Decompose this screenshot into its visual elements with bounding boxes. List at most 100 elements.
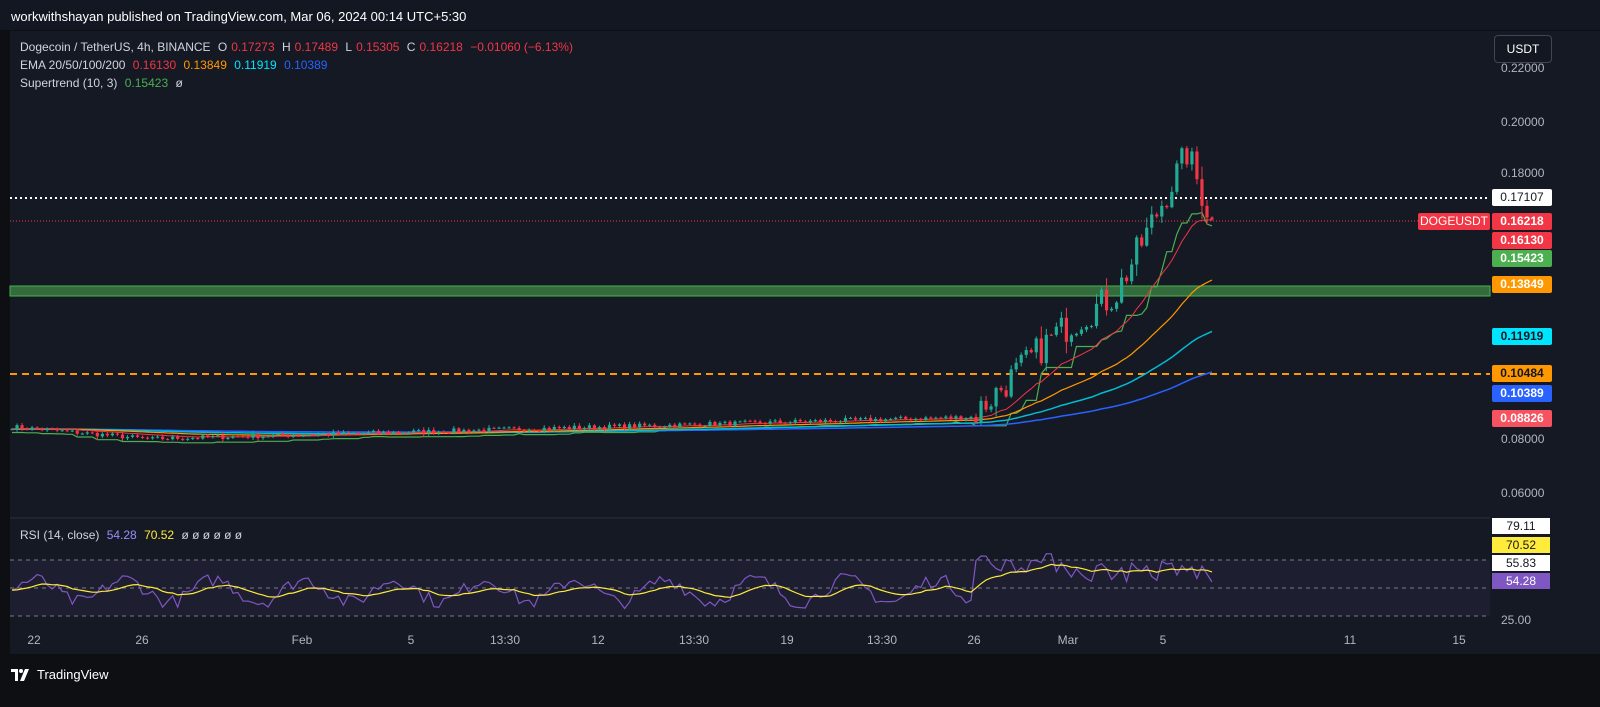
candle-body [105, 433, 109, 436]
rsi-ma-line [11, 563, 1213, 598]
candle-body [924, 417, 928, 421]
candle-body [989, 406, 993, 410]
tradingview-logo-icon [11, 668, 29, 681]
candle-body [587, 425, 592, 428]
candle-body [1004, 390, 1008, 397]
candle-body [743, 420, 747, 422]
time-tick: 13:30 [678, 633, 710, 647]
close-label: C [406, 40, 416, 54]
candle-body [678, 423, 682, 428]
candle-body [502, 427, 506, 429]
candle-body [542, 427, 546, 431]
candle-body [823, 419, 827, 422]
time-tick: 12 [591, 633, 605, 647]
candle-body [437, 431, 441, 434]
ema200-value: 0.10389 [284, 58, 328, 72]
candle-body [135, 435, 140, 437]
candle-body [1044, 334, 1048, 364]
supertrend-tag: 0.15423 [1492, 250, 1552, 267]
candle-body [1120, 277, 1124, 303]
candle-body [15, 425, 19, 430]
candle-body [45, 428, 49, 431]
candle-body [969, 416, 973, 419]
candle-body [602, 426, 607, 430]
candle-body [1180, 148, 1184, 164]
candle-body [221, 435, 225, 440]
candle-body [768, 421, 772, 424]
candle-body [964, 418, 968, 420]
low-label: L [345, 40, 353, 54]
candle-body [607, 424, 612, 430]
candle-body [35, 427, 39, 429]
top-bar: workwithshayan published on TradingView.… [0, 0, 1600, 30]
candle-body [25, 428, 29, 430]
candle-body [728, 421, 732, 426]
time-tick: 15 [1452, 633, 1466, 647]
candle-body [341, 431, 345, 435]
legend-supertrend[interactable]: Supertrend (10, 3) 0.15423 ø [20, 76, 187, 90]
ema200-line [12, 371, 1213, 433]
candle-body [778, 420, 782, 423]
ema20-value: 0.16130 [132, 58, 177, 72]
candle-body [758, 421, 762, 424]
candle-body [40, 428, 44, 431]
candle-body [236, 436, 240, 438]
candle-body [507, 427, 511, 429]
currency-button[interactable]: USDT [1494, 35, 1552, 63]
rsi-mid-tag: 55.83 [1492, 555, 1550, 571]
candle-body [256, 434, 260, 439]
candle-body [150, 437, 155, 439]
candle-body [959, 416, 963, 420]
candle-body [306, 435, 310, 437]
legend-rsi[interactable]: RSI (14, close) 54.28 70.52 ø ø ø ø ø ø [20, 528, 246, 542]
candle-body [703, 425, 707, 427]
price-tick: 0.08000 [1501, 432, 1545, 446]
candle-body [919, 418, 923, 421]
candle-body [70, 430, 74, 432]
candle-body [798, 419, 802, 422]
symbol-title[interactable]: Dogecoin / TetherUS, 4h, BINANCE [20, 40, 211, 54]
candle-body [65, 430, 69, 432]
time-tick: 11 [1343, 633, 1357, 647]
candle-body [85, 432, 89, 434]
candle-body [597, 426, 602, 429]
candle-body [1064, 317, 1068, 342]
candle-body [1049, 334, 1053, 336]
time-tick: 26 [967, 633, 981, 647]
chart-pane[interactable] [10, 31, 1490, 654]
candle-body [120, 434, 125, 439]
candle-body [929, 417, 933, 419]
candle-body [753, 420, 757, 422]
candle-body [884, 419, 888, 422]
candle-body [281, 433, 285, 436]
candle-body [266, 436, 270, 438]
supertrend-label: Supertrend (10, 3) [20, 76, 118, 90]
ema200-tag: 0.10389 [1492, 385, 1552, 402]
candle-body [271, 434, 275, 437]
candle-body [115, 433, 120, 435]
candle-body [125, 436, 130, 439]
candle-body [632, 424, 637, 428]
tradingview-brand[interactable]: TradingView [11, 667, 109, 682]
candle-body [1109, 308, 1114, 311]
candle-body [582, 427, 586, 429]
time-tick: Feb [291, 633, 313, 647]
candle-body [462, 429, 466, 432]
candle-body [1145, 227, 1149, 246]
candle-body [251, 434, 255, 438]
candle-body [361, 433, 366, 435]
candle-body [1099, 289, 1104, 304]
candle-body [622, 424, 627, 429]
candle-body [346, 431, 351, 433]
rsi-value-tag: 54.28 [1492, 573, 1550, 589]
candle-body [30, 427, 34, 430]
legend-ema[interactable]: EMA 20/50/100/200 0.16130 0.13849 0.1191… [20, 58, 331, 72]
close-value: 0.16218 [419, 40, 463, 54]
candle-body [723, 421, 727, 423]
candle-body [658, 426, 662, 428]
candle-body [1140, 237, 1144, 246]
candle-body [858, 418, 863, 420]
candle-body [557, 426, 561, 429]
candle-body [206, 435, 210, 438]
